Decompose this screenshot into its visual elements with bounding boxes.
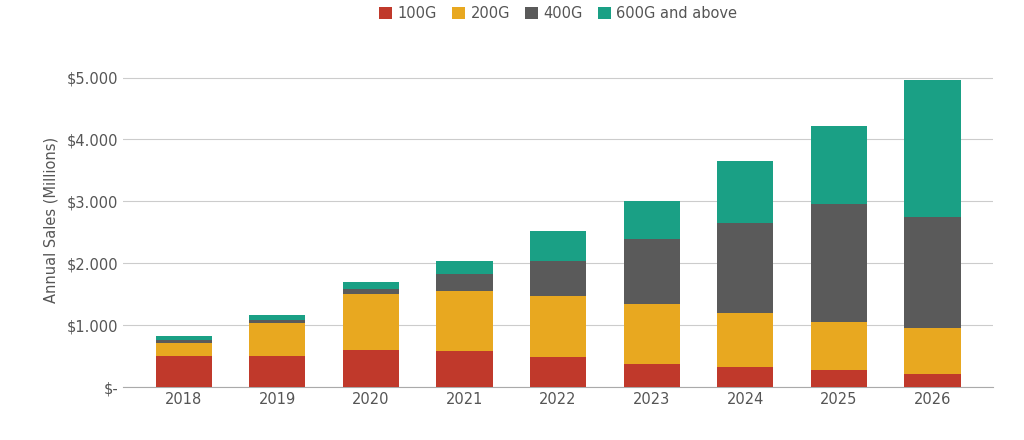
Bar — [811, 204, 867, 322]
Bar — [530, 296, 586, 357]
Bar — [624, 364, 680, 387]
Bar — [436, 291, 493, 351]
Bar — [717, 313, 773, 367]
Bar — [343, 290, 399, 294]
Bar — [156, 340, 212, 343]
Bar — [904, 328, 961, 374]
Bar — [436, 261, 493, 274]
Bar — [717, 367, 773, 387]
Bar — [249, 320, 305, 323]
Bar — [530, 261, 586, 296]
Bar — [343, 282, 399, 290]
Bar — [343, 294, 399, 350]
Bar — [811, 322, 867, 370]
Bar — [717, 161, 773, 223]
Bar — [624, 239, 680, 304]
Bar — [811, 370, 867, 387]
Bar — [530, 357, 586, 387]
Bar — [343, 350, 399, 387]
Bar — [624, 304, 680, 364]
Bar — [249, 315, 305, 320]
Bar — [249, 323, 305, 356]
Bar — [156, 337, 212, 340]
Y-axis label: Annual Sales (Millions): Annual Sales (Millions) — [43, 137, 58, 303]
Bar — [249, 356, 305, 387]
Bar — [904, 374, 961, 387]
Bar — [811, 126, 867, 204]
Bar — [624, 202, 680, 239]
Bar — [156, 356, 212, 387]
Bar — [436, 274, 493, 291]
Bar — [530, 231, 586, 261]
Bar — [156, 343, 212, 356]
Bar — [904, 80, 961, 217]
Bar — [717, 223, 773, 313]
Bar — [904, 217, 961, 328]
Bar — [436, 351, 493, 387]
Legend: 100G, 200G, 400G, 600G and above: 100G, 200G, 400G, 600G and above — [373, 0, 743, 26]
